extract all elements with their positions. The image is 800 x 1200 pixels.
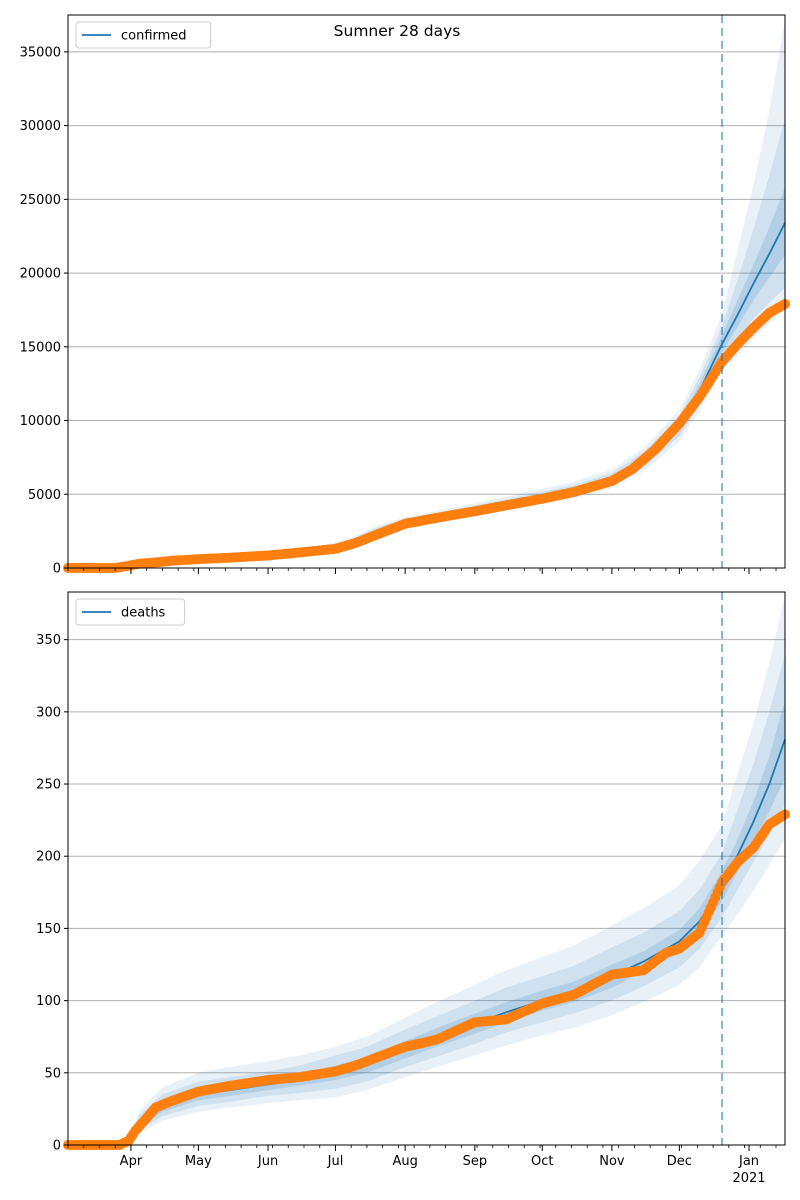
deaths-x-tick-label: Jul bbox=[327, 1154, 344, 1169]
deaths-axes-frame bbox=[67, 591, 786, 1146]
confirmed-axes-frame bbox=[67, 14, 786, 569]
deaths-x-year-label: 2021 bbox=[732, 1171, 765, 1186]
deaths-y-tick-label: 300 bbox=[36, 705, 61, 720]
deaths-panel: 0 50 100 150 200 250 300 350 Apr May Jun Jul Aug Sep… bbox=[36, 591, 790, 1186]
deaths-legend-label: deaths bbox=[121, 606, 166, 621]
deaths-y-tick-label: 350 bbox=[36, 633, 61, 648]
deaths-y-tick-label: 200 bbox=[36, 850, 61, 865]
deaths-x-tick-label: Nov bbox=[599, 1154, 625, 1169]
deaths-grid bbox=[68, 639, 785, 1074]
confirmed-y-tick-label: 15000 bbox=[20, 340, 61, 355]
confirmed-y-tick-label: 30000 bbox=[20, 119, 61, 134]
deaths-y-tick-label: 150 bbox=[36, 922, 61, 937]
deaths-y-tick-label: 50 bbox=[44, 1066, 61, 1081]
confirmed-y-tick-label: 20000 bbox=[20, 267, 61, 282]
deaths-x-tick-label: Dec bbox=[667, 1154, 692, 1169]
confirmed-panel: 0 5000 10000 15000 20000 25000 30000 35000 conf… bbox=[20, 14, 790, 577]
deaths-y-axis: 0 50 100 150 200 250 300 350 bbox=[36, 633, 68, 1154]
deaths-x-tick-label: May bbox=[185, 1154, 212, 1169]
deaths-y-tick-label: 0 bbox=[53, 1139, 61, 1154]
confirmed-axes-border bbox=[67, 14, 786, 569]
deaths-x-tick-label: Sep bbox=[463, 1154, 488, 1169]
confirmed-y-tick-label: 35000 bbox=[20, 45, 61, 60]
deaths-legend-box bbox=[75, 598, 186, 626]
confirmed-y-tick-label: 0 bbox=[53, 562, 61, 577]
confirmed-grid bbox=[68, 51, 785, 495]
deaths-axes-border bbox=[67, 591, 786, 1146]
confirmed-x-axis bbox=[67, 568, 777, 574]
deaths-band-outer bbox=[68, 596, 785, 1145]
confirmed-y-axis: 0 5000 10000 15000 20000 25000 30000 35000 bbox=[20, 45, 68, 577]
deaths-x-tick-label: Jan bbox=[738, 1154, 759, 1169]
figure-title: Sumner 28 days bbox=[334, 22, 461, 40]
confirmed-y-tick-label: 5000 bbox=[28, 488, 61, 503]
deaths-legend: deaths bbox=[75, 598, 186, 626]
deaths-x-tick-label: Jun bbox=[257, 1154, 278, 1169]
deaths-y-tick-label: 100 bbox=[36, 994, 61, 1009]
deaths-x-tick-label: Oct bbox=[531, 1154, 553, 1169]
deaths-y-tick-label: 250 bbox=[36, 778, 61, 793]
confirmed-y-tick-label: 25000 bbox=[20, 193, 61, 208]
confirmed-legend-label: confirmed bbox=[121, 29, 187, 44]
confirmed-legend: confirmed bbox=[75, 21, 212, 49]
deaths-x-axis: Apr May Jun Jul Aug Sep Oct Nov Dec Jan 2021 bbox=[67, 1145, 777, 1186]
deaths-x-tick-label: Apr bbox=[120, 1154, 143, 1169]
confirmed-legend-box bbox=[75, 21, 212, 49]
deaths-observed-points bbox=[63, 809, 790, 1150]
deaths-x-tick-label: Aug bbox=[392, 1154, 417, 1169]
confirmed-y-tick-label: 10000 bbox=[20, 414, 61, 429]
